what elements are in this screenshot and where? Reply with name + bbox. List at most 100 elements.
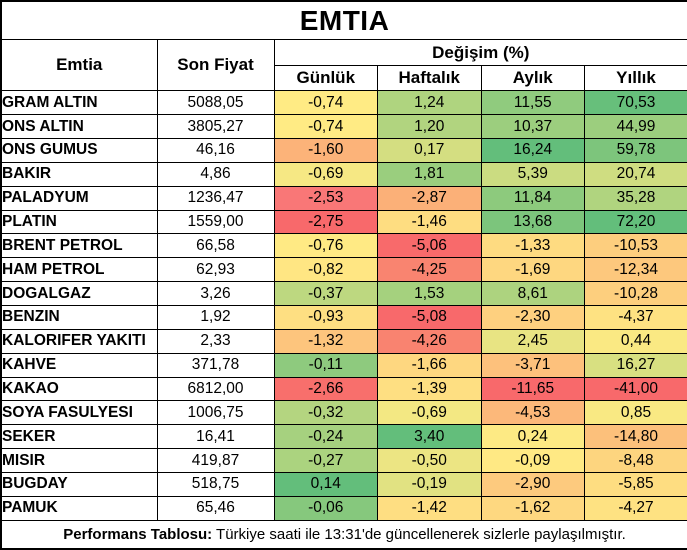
commodity-name: KALORIFER YAKITI xyxy=(0,328,158,354)
last-price-value: 46,16 xyxy=(156,137,275,163)
change-value-cell: -2,30 xyxy=(480,305,585,330)
footer-note: Performans Tablosu: Türkiye saati ile 13… xyxy=(0,519,687,550)
last-price-value: 3805,27 xyxy=(156,114,275,139)
change-value-cell: -11,65 xyxy=(480,376,585,402)
change-value-cell: 11,55 xyxy=(480,90,585,116)
table-row: BENZIN 1,92 -0,93 -5,08 -2,30 -4,37 xyxy=(0,305,687,330)
change-value-cell: -10,53 xyxy=(584,233,687,259)
commodity-name: DOGALGAZ xyxy=(0,281,158,306)
change-value-cell: 0,24 xyxy=(480,424,585,450)
change-value-cell: -0,06 xyxy=(273,495,378,521)
change-value-cell: -0,50 xyxy=(377,448,482,474)
table-row: SOYA FASULYESI 1006,75 -0,32 -0,69 -4,53 0,85 xyxy=(0,400,687,426)
commodity-name: BENZIN xyxy=(0,305,158,330)
change-value-cell: -5,08 xyxy=(377,305,482,330)
table-row: MISIR 419,87 -0,27 -0,50 -0,09 -8,48 xyxy=(0,448,687,474)
change-value-cell: 0,14 xyxy=(273,472,378,497)
table-row: BRENT PETROL 66,58 -0,76 -5,06 -1,33 -10,53 xyxy=(0,233,687,259)
last-price-value: 5088,05 xyxy=(156,90,275,116)
last-price-value: 4,86 xyxy=(156,161,275,187)
change-value-cell: -4,53 xyxy=(480,400,585,426)
change-value-cell: -5,85 xyxy=(584,472,687,497)
change-value-cell: -1,32 xyxy=(273,328,378,354)
commodity-name: MISIR xyxy=(0,448,158,474)
change-value-cell: -10,28 xyxy=(584,281,687,306)
last-price-value: 65,46 xyxy=(156,495,275,521)
table-row: BAKIR 4,86 -0,69 1,81 5,39 20,74 xyxy=(0,161,687,187)
change-value-cell: -1,42 xyxy=(377,495,482,521)
change-value-cell: -4,27 xyxy=(584,495,687,521)
table-row: ONS ALTIN 3805,27 -0,74 1,20 10,37 44,99 xyxy=(0,114,687,139)
change-value-cell: -1,62 xyxy=(480,495,585,521)
change-value-cell: -0,93 xyxy=(273,305,378,330)
table-row: PAMUK 65,46 -0,06 -1,42 -1,62 -4,27 xyxy=(0,495,687,521)
table-row: GRAM ALTIN 5088,05 -0,74 1,24 11,55 70,53 xyxy=(0,90,687,116)
change-value-cell: -0,82 xyxy=(273,257,378,283)
change-value-cell: 0,17 xyxy=(377,137,482,163)
change-value-cell: -1,69 xyxy=(480,257,585,283)
change-value-cell: 5,39 xyxy=(480,161,585,187)
commodity-name: BUGDAY xyxy=(0,472,158,497)
commodity-name: PALADYUM xyxy=(0,185,158,211)
commodity-name: GRAM ALTIN xyxy=(0,90,158,116)
change-value-cell: -2,75 xyxy=(273,209,378,235)
change-value-cell: 1,24 xyxy=(377,90,482,116)
column-header-change-group: Değişim (%) xyxy=(273,39,687,67)
change-value-cell: 13,68 xyxy=(480,209,585,235)
commodity-name: PAMUK xyxy=(0,495,158,521)
commodity-name: BAKIR xyxy=(0,161,158,187)
table-row: KAHVE 371,78 -0,11 -1,66 -3,71 16,27 xyxy=(0,352,687,378)
change-value-cell: 10,37 xyxy=(480,114,585,139)
change-value-cell: -4,26 xyxy=(377,328,482,354)
change-value-cell: 20,74 xyxy=(584,161,687,187)
change-value-cell: -5,06 xyxy=(377,233,482,259)
change-value-cell: -0,19 xyxy=(377,472,482,497)
table-row: ONS GUMUS 46,16 -1,60 0,17 16,24 59,78 xyxy=(0,137,687,163)
change-value-cell: -2,90 xyxy=(480,472,585,497)
footer-row: Performans Tablosu: Türkiye saati ile 13… xyxy=(0,519,687,550)
change-value-cell: 72,20 xyxy=(584,209,687,235)
column-header-commodity: Emtia xyxy=(0,39,158,92)
header-row-groups: Emtia Son Fiyat Değişim (%) xyxy=(0,39,687,92)
change-value-cell: -0,27 xyxy=(273,448,378,474)
last-price-value: 2,33 xyxy=(156,328,275,354)
change-value-cell: 3,40 xyxy=(377,424,482,450)
change-value-cell: -0,69 xyxy=(273,161,378,187)
change-value-cell: 1,53 xyxy=(377,281,482,306)
change-value-cell: -0,37 xyxy=(273,281,378,306)
change-value-cell: -1,33 xyxy=(480,233,585,259)
title-row: EMTIA xyxy=(0,0,687,41)
change-value-cell: 16,27 xyxy=(584,352,687,378)
change-value-cell: -41,00 xyxy=(584,376,687,402)
table-row: KALORIFER YAKITI 2,33 -1,32 -4,26 2,45 0,44 xyxy=(0,328,687,354)
change-value-cell: -8,48 xyxy=(584,448,687,474)
change-value-cell: -0,69 xyxy=(377,400,482,426)
footer-note-label: Performans Tablosu: xyxy=(63,525,213,543)
commodity-name: ONS GUMUS xyxy=(0,137,158,163)
table-row: BUGDAY 518,75 0,14 -0,19 -2,90 -5,85 xyxy=(0,472,687,497)
table-row: DOGALGAZ 3,26 -0,37 1,53 8,61 -10,28 xyxy=(0,281,687,306)
change-value-cell: -2,53 xyxy=(273,185,378,211)
commodity-name: BRENT PETROL xyxy=(0,233,158,259)
commodity-name: SEKER xyxy=(0,424,158,450)
change-value-cell: -0,74 xyxy=(273,114,378,139)
column-header-yearly: Yıllık xyxy=(584,65,687,92)
last-price-value: 1,92 xyxy=(156,305,275,330)
last-price-value: 1236,47 xyxy=(156,185,275,211)
change-value-cell: -4,37 xyxy=(584,305,687,330)
last-price-value: 518,75 xyxy=(156,472,275,497)
change-value-cell: 35,28 xyxy=(584,185,687,211)
last-price-value: 16,41 xyxy=(156,424,275,450)
last-price-value: 419,87 xyxy=(156,448,275,474)
change-value-cell: 70,53 xyxy=(584,90,687,116)
change-value-cell: 1,20 xyxy=(377,114,482,139)
last-price-value: 3,26 xyxy=(156,281,275,306)
change-value-cell: 0,44 xyxy=(584,328,687,354)
table-row: PLATIN 1559,00 -2,75 -1,46 13,68 72,20 xyxy=(0,209,687,235)
change-value-cell: -0,24 xyxy=(273,424,378,450)
change-value-cell: -3,71 xyxy=(480,352,585,378)
page-title: EMTIA xyxy=(0,0,687,41)
change-value-cell: 59,78 xyxy=(584,137,687,163)
change-value-cell: -4,25 xyxy=(377,257,482,283)
